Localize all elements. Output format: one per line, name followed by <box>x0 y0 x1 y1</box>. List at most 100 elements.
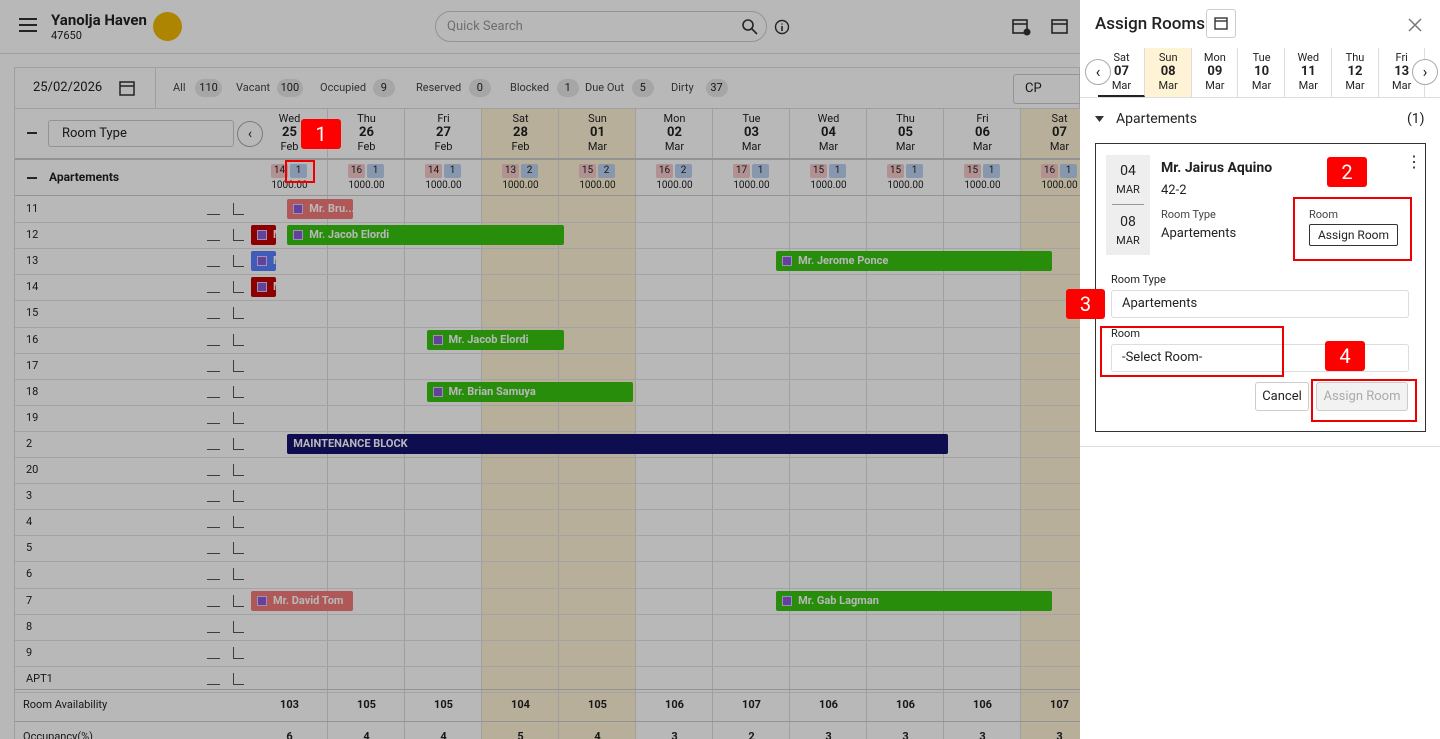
filter-label[interactable]: All <box>173 81 186 94</box>
filter-label[interactable]: Reserved <box>416 81 462 94</box>
assign-room-button[interactable]: Assign Room <box>1309 224 1398 246</box>
room-number: 12 <box>26 228 39 242</box>
prev-button[interactable]: ‹ <box>1085 59 1111 85</box>
prev-button[interactable]: ‹ <box>237 121 263 147</box>
highlight-box <box>1293 197 1412 261</box>
row-line <box>15 326 1081 328</box>
booking[interactable]: M <box>251 251 277 272</box>
room-type-label: Room Type <box>1161 208 1216 221</box>
footer-value: 3 <box>902 730 909 739</box>
day-column <box>790 109 867 739</box>
back-button[interactable] <box>153 12 182 41</box>
date-cell[interactable]: Sat 07 Mar <box>1098 48 1145 97</box>
footer-value: 4 <box>440 730 447 739</box>
caret-icon[interactable] <box>1095 115 1105 123</box>
filter-label[interactable]: Due Out <box>585 81 625 94</box>
booking[interactable]: M <box>251 277 277 298</box>
date-icon[interactable] <box>118 79 136 97</box>
room-number: 16 <box>26 332 39 346</box>
housekeeping-icon <box>233 281 244 294</box>
toolbar: 25/02/2026 CP All 110 Vacant 100 Occupied 9 Re… <box>14 67 1093 109</box>
booking[interactable]: Mr. Jerome Ponce <box>776 251 1052 272</box>
close-icon[interactable] <box>1408 18 1422 32</box>
footer-value: 106 <box>896 698 915 711</box>
filter-label[interactable]: Vacant <box>236 81 271 94</box>
weekday: Sun <box>588 112 607 125</box>
weekday: Thu <box>896 112 915 125</box>
overlay[interactable] <box>0 0 1080 739</box>
housekeeping-icon <box>233 620 244 633</box>
divider <box>155 68 156 108</box>
property-name: Yanolja Haven <box>51 11 147 29</box>
room-number: 6 <box>26 567 33 581</box>
weekday: Mon <box>663 112 686 125</box>
filter-label[interactable]: Occupied <box>320 81 367 94</box>
booking-icon <box>432 386 443 397</box>
cancel-button[interactable]: Cancel <box>1255 382 1309 411</box>
row-line <box>15 300 1081 302</box>
next-button[interactable]: › <box>1412 59 1438 85</box>
booking[interactable]: Mr. Bru... <box>287 199 353 219</box>
date-cell[interactable]: Tue 10 Mar <box>1238 48 1286 97</box>
row-line <box>15 689 1081 690</box>
footer-value: 4 <box>594 730 601 739</box>
filter-label[interactable]: Dirty <box>671 81 694 94</box>
booking[interactable]: Mr. David Tom <box>251 590 354 611</box>
filter-label[interactable]: Blocked <box>510 81 550 94</box>
count-first: 17 <box>733 164 750 178</box>
calendar-button[interactable] <box>1206 9 1236 38</box>
menu-icon[interactable] <box>18 17 38 33</box>
footer-value: 103 <box>280 698 299 711</box>
date-cell[interactable]: Sun 08 Mar <box>1144 48 1192 97</box>
weekday: Fri <box>437 112 450 125</box>
stay-dates: 04 MAR 08 MAR <box>1106 155 1150 255</box>
submit-button[interactable]: Assign Room <box>1316 382 1408 411</box>
booking-icon <box>257 256 267 267</box>
arrival-day: 04 <box>1120 163 1136 179</box>
booking[interactable]: Mr. Jacob Elordi <box>426 329 564 350</box>
row-line <box>15 352 1081 354</box>
booking[interactable]: M <box>251 225 277 246</box>
date[interactable]: 25/02/2026 <box>33 80 103 95</box>
footer-value: 2 <box>748 730 755 739</box>
price: 1000.00 <box>502 180 539 191</box>
booking-icon <box>293 204 304 214</box>
housekeeping-icon <box>233 594 244 607</box>
reservation-id: 42-2 <box>1161 183 1187 198</box>
footer-value: 6 <box>286 730 293 739</box>
search-box[interactable]: Quick Search <box>435 11 767 42</box>
collapse-icon[interactable] <box>27 132 37 134</box>
booking[interactable]: Mr. Jacob Elordi <box>287 225 564 246</box>
booking[interactable]: Mr. Gab Lagman <box>776 590 1052 611</box>
month: Feb <box>434 140 453 153</box>
footer-value: 107 <box>742 698 761 711</box>
guest-name: Mr. Jairus Aquino <box>1161 160 1273 176</box>
calendar-add-icon[interactable] <box>1011 16 1031 36</box>
booking[interactable]: Mr. Brian Samuya <box>426 381 633 402</box>
footer-value: 105 <box>434 698 453 711</box>
more-icon[interactable]: ⋮ <box>1406 152 1422 171</box>
collapse-icon[interactable] <box>27 177 37 179</box>
date-cell[interactable]: Wed 11 Mar <box>1285 48 1332 97</box>
room-label: Room <box>1309 208 1338 221</box>
day-column <box>482 109 559 739</box>
calendar-icon[interactable] <box>1050 16 1070 36</box>
row-line <box>15 561 1081 563</box>
booking[interactable]: MAINTENANCE BLOCK <box>287 433 948 454</box>
date-cell[interactable]: Mon 09 Mar <box>1191 48 1239 97</box>
info-icon[interactable] <box>774 19 790 35</box>
divider <box>15 195 1081 196</box>
count-first: 16 <box>1041 164 1058 178</box>
day: 07 <box>1052 125 1067 140</box>
room-type-select[interactable]: Apartements <box>1111 290 1409 318</box>
month: Mar <box>972 140 993 153</box>
housekeeping-icon <box>233 542 244 555</box>
property-id: 47650 <box>51 29 82 42</box>
date-cell[interactable]: Thu 12 Mar <box>1332 48 1379 97</box>
filter-count: 110 <box>195 79 222 97</box>
price: 1000.00 <box>579 180 616 191</box>
month: Feb <box>357 140 376 153</box>
day: 26 <box>359 125 374 140</box>
group-select[interactable]: Room Type <box>48 120 234 147</box>
